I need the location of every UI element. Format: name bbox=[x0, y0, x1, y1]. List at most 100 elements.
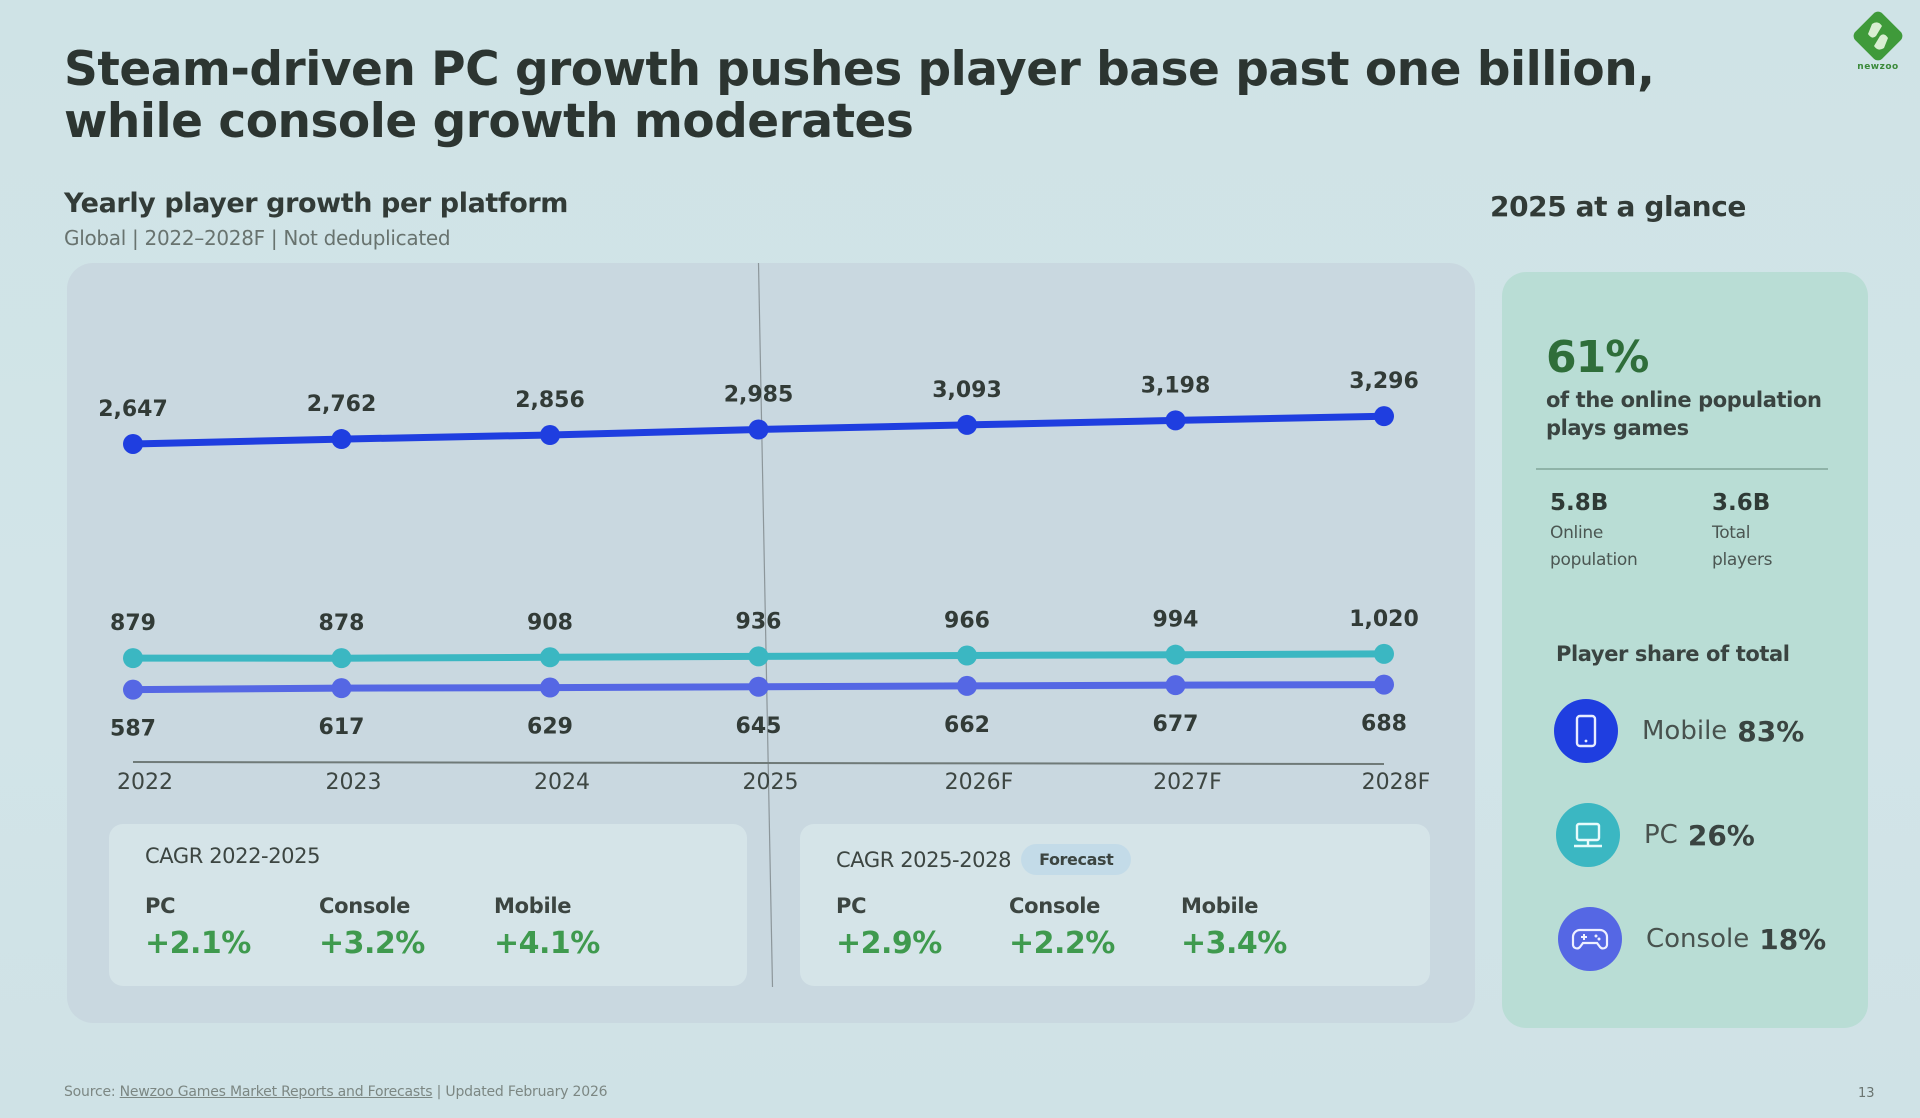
share-pct: 26% bbox=[1687, 818, 1755, 852]
cagr-value: +2.9% bbox=[836, 926, 942, 961]
source-footer: Source: Newzoo Games Market Reports and … bbox=[64, 1084, 608, 1100]
data-label-console: 688 bbox=[1361, 712, 1407, 737]
cagr-value: +3.4% bbox=[1181, 926, 1287, 961]
data-point-pc bbox=[957, 645, 977, 666]
cagr-forecast-box: CAGR 2025-2028 Forecast PC +2.9% Console … bbox=[800, 824, 1430, 986]
glance-panel: 61% of the online population plays games… bbox=[1502, 272, 1868, 1028]
forecast-divider-line bbox=[757, 263, 774, 988]
newzoo-logo-icon bbox=[1853, 11, 1903, 61]
data-label-mobile: 2,762 bbox=[307, 392, 377, 417]
data-label-mobile: 3,093 bbox=[932, 378, 1002, 403]
data-point-pc bbox=[331, 648, 352, 669]
glance-heading: 2025 at a glance bbox=[1490, 190, 1747, 223]
cagr-forecast-title: CAGR 2025-2028 bbox=[836, 848, 1012, 872]
cagr-forecast-title-row: CAGR 2025-2028 Forecast bbox=[836, 844, 1132, 875]
data-label-console: 617 bbox=[319, 715, 365, 740]
chart-heading: Yearly player growth per platform bbox=[64, 188, 569, 219]
data-label-pc: 966 bbox=[944, 609, 990, 634]
data-label-console: 677 bbox=[1153, 712, 1199, 737]
x-tick-label: 2025 bbox=[743, 770, 799, 795]
data-point-pc bbox=[540, 647, 560, 668]
monitor-icon bbox=[1556, 803, 1620, 867]
data-label-pc: 994 bbox=[1153, 608, 1199, 633]
data-label-console: 587 bbox=[110, 717, 156, 742]
share-platform: PC bbox=[1644, 820, 1678, 850]
data-label-pc: 1,020 bbox=[1349, 607, 1419, 632]
data-point-mobile bbox=[957, 414, 977, 435]
cagr-forecast-pc: PC +2.9% bbox=[836, 894, 942, 961]
data-label-console: 662 bbox=[944, 713, 990, 738]
data-point-console bbox=[123, 679, 143, 700]
slide-title: Steam-driven PC growth pushes player bas… bbox=[64, 42, 1655, 149]
cagr-forecast-mobile: Mobile +3.4% bbox=[1181, 894, 1287, 961]
cagr-platform-label: PC bbox=[145, 894, 176, 918]
stat-caption: Online population bbox=[1550, 520, 1638, 574]
smartphone-icon bbox=[1554, 699, 1618, 763]
data-point-mobile bbox=[748, 419, 769, 440]
page-number: 13 bbox=[1858, 1086, 1875, 1101]
data-point-mobile bbox=[123, 433, 143, 454]
data-point-mobile bbox=[540, 425, 560, 446]
gamer-share-pct: 61% bbox=[1546, 332, 1649, 383]
x-tick-label: 2027F bbox=[1153, 770, 1222, 795]
cagr-value: +3.2% bbox=[319, 926, 425, 961]
logo-text: newzoo bbox=[1857, 62, 1899, 72]
data-point-pc bbox=[1165, 644, 1186, 665]
share-row-console: Console 18% bbox=[1558, 906, 1826, 972]
data-point-pc bbox=[1374, 643, 1394, 664]
data-label-mobile: 2,856 bbox=[515, 388, 585, 413]
data-point-console bbox=[748, 676, 769, 697]
data-label-pc: 879 bbox=[110, 611, 156, 636]
x-tick-label: 2028F bbox=[1362, 770, 1431, 795]
source-link[interactable]: Newzoo Games Market Reports and Forecast… bbox=[119, 1084, 433, 1100]
cagr-value: +4.1% bbox=[494, 926, 600, 961]
data-label-mobile: 3,198 bbox=[1141, 373, 1211, 398]
cagr-historic-mobile: Mobile +4.1% bbox=[494, 894, 600, 961]
cagr-value: +2.2% bbox=[1009, 926, 1115, 961]
line-chart: 2022 2023 2024 2025 2026F 2027F 2028F 2,647 2,76… bbox=[98, 263, 1431, 988]
data-point-mobile bbox=[1374, 406, 1394, 427]
cagr-forecast-console: Console +2.2% bbox=[1009, 894, 1115, 961]
stat-value: 5.8B bbox=[1550, 490, 1609, 516]
gamer-share-desc: of the online population plays games bbox=[1546, 388, 1822, 440]
chart-subheading: Global | 2022–2028F | Not deduplicated bbox=[64, 226, 451, 250]
share-pct: 18% bbox=[1759, 922, 1827, 956]
data-point-pc bbox=[123, 648, 143, 669]
x-tick-label: 2022 bbox=[117, 770, 173, 795]
stat-caption-line2: population bbox=[1550, 550, 1638, 570]
data-point-console bbox=[1374, 674, 1394, 695]
cagr-historic-title: CAGR 2022-2025 bbox=[145, 844, 321, 868]
cagr-value: +2.1% bbox=[145, 926, 251, 961]
data-point-console bbox=[957, 675, 977, 696]
data-label-pc: 908 bbox=[527, 610, 573, 635]
gamepad-icon bbox=[1558, 907, 1622, 971]
cagr-platform-label: Mobile bbox=[1181, 894, 1259, 918]
data-point-mobile bbox=[1165, 410, 1186, 431]
data-point-console bbox=[540, 677, 560, 698]
stat-online-population: 5.8B Online population bbox=[1550, 490, 1638, 574]
data-label-mobile: 3,296 bbox=[1349, 369, 1419, 394]
cagr-platform-label: Mobile bbox=[494, 894, 572, 918]
source-suffix: | Updated February 2026 bbox=[432, 1084, 608, 1100]
x-axis-line bbox=[132, 761, 1385, 765]
stat-caption-line1: Total bbox=[1712, 523, 1751, 543]
cagr-platform-label: Console bbox=[1009, 894, 1101, 918]
x-tick-label: 2024 bbox=[534, 770, 590, 795]
data-label-mobile: 2,985 bbox=[724, 383, 794, 408]
data-point-mobile bbox=[331, 429, 352, 450]
stat-caption-line2: players bbox=[1712, 550, 1773, 570]
data-label-console: 645 bbox=[736, 714, 782, 739]
data-point-console bbox=[331, 678, 352, 699]
cagr-platform-label: PC bbox=[836, 894, 867, 918]
data-label-console: 629 bbox=[527, 715, 573, 740]
cagr-platform-label: Console bbox=[319, 894, 411, 918]
chart-panel: 2022 2023 2024 2025 2026F 2027F 2028F 2,647 2,76… bbox=[67, 263, 1475, 1023]
data-point-pc bbox=[748, 646, 769, 667]
cagr-historic-pc: PC +2.1% bbox=[145, 894, 251, 961]
stat-caption-line1: Online bbox=[1550, 523, 1604, 543]
glance-divider bbox=[1536, 468, 1828, 470]
share-row-pc: PC 26% bbox=[1556, 802, 1755, 868]
share-heading: Player share of total bbox=[1556, 642, 1790, 666]
x-tick-label: 2023 bbox=[326, 770, 382, 795]
data-label-mobile: 2,647 bbox=[98, 397, 168, 422]
